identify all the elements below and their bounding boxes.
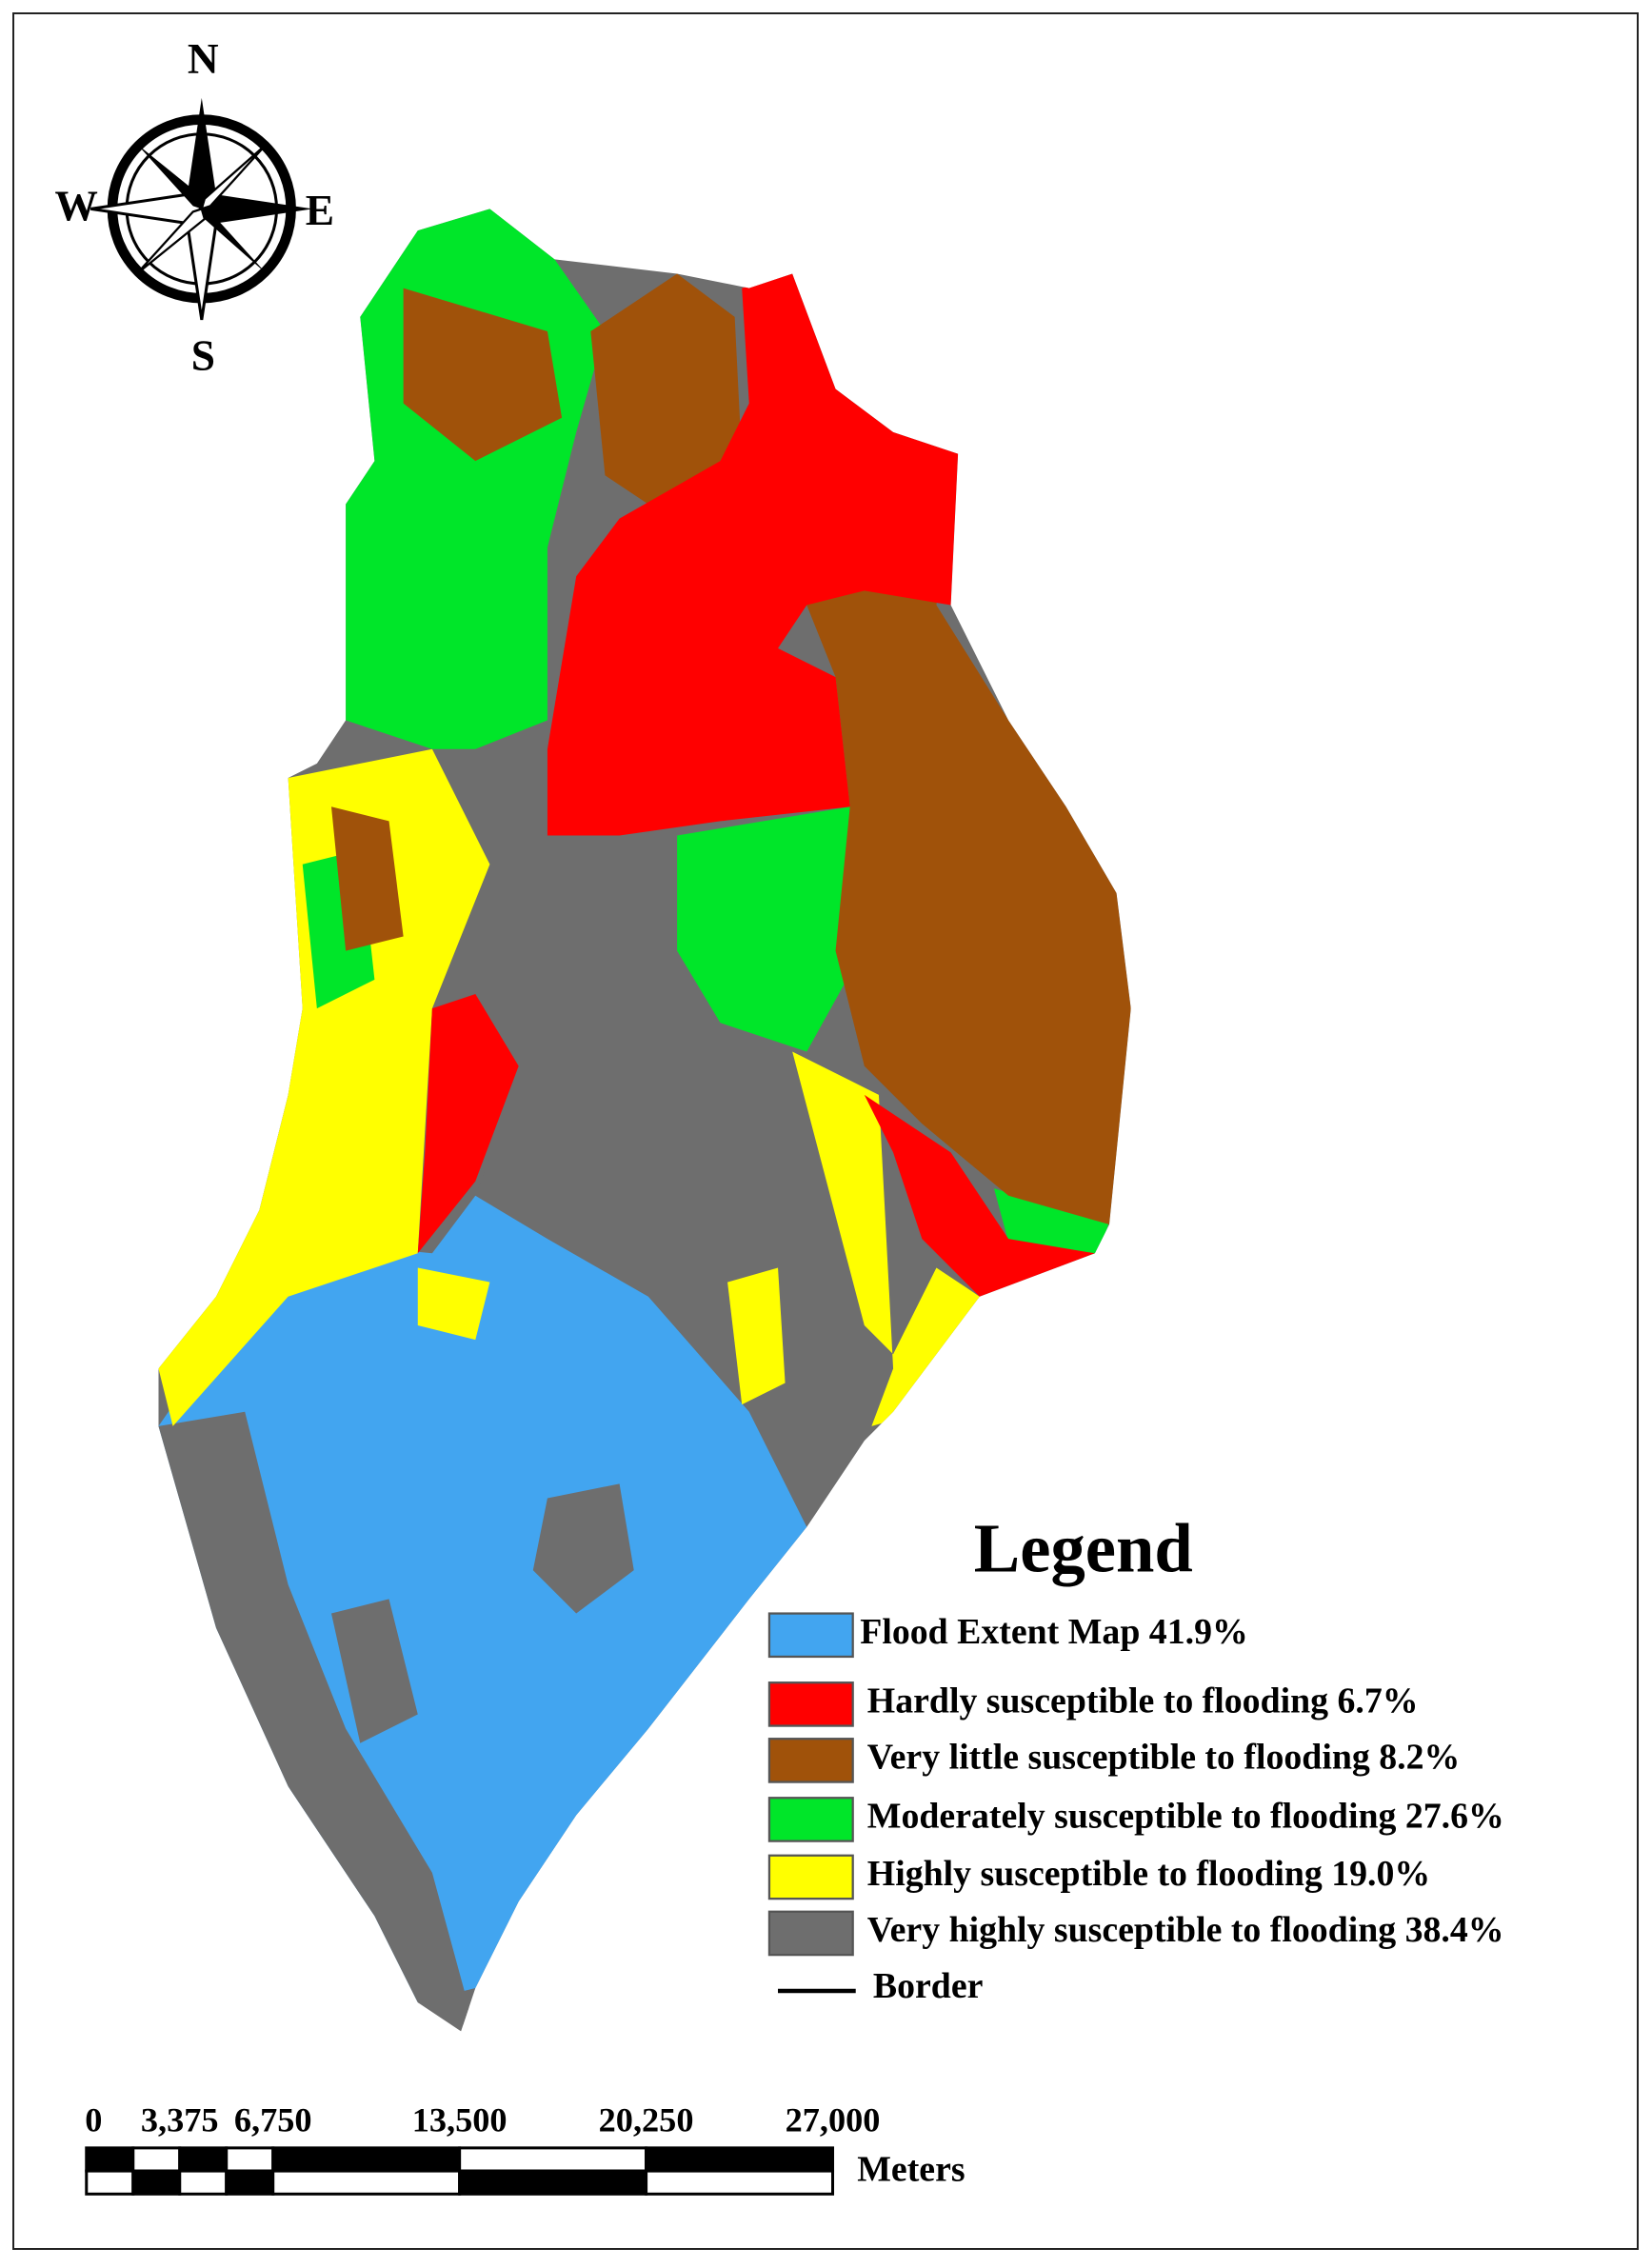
very-little-zone [748, 475, 1131, 1225]
hardly-zone [864, 1094, 1095, 1297]
scale-segment [458, 2169, 648, 2196]
high-zone [792, 1051, 980, 1426]
legend-label: Moderately susceptible to flooding 27.6% [867, 1797, 1504, 1837]
compass-south: S [191, 332, 215, 380]
very-little-zone [330, 806, 404, 951]
legend-swatch [767, 1797, 854, 1842]
legend-swatch [767, 1681, 854, 1727]
legend: Legend Border Flood Extent Map 41.9% Hard… [767, 1510, 1504, 2006]
very-little-zone [403, 288, 563, 462]
scale-segment [85, 2146, 135, 2173]
very-high-zone [330, 1599, 418, 1743]
moderate-zone [993, 1188, 1110, 1257]
very-high-zone [532, 1483, 634, 1614]
legend-swatch [767, 1612, 854, 1659]
scale-segment [645, 2146, 835, 2173]
moderate-zone [677, 806, 879, 1052]
scale-segment [271, 2146, 462, 2173]
legend-label: Flood Extent Map 41.9% [860, 1612, 1248, 1652]
high-zone [727, 1267, 786, 1405]
hardly-zone [547, 273, 959, 836]
scale-segment [85, 2169, 135, 2196]
legend-label: Hardly susceptible to flooding 6.7% [867, 1681, 1419, 1721]
legend-border-label: Border [873, 1966, 984, 2006]
high-zone [158, 748, 490, 1426]
very-high-zone [475, 1008, 879, 1527]
scale-label: 0 [85, 2100, 102, 2139]
scale-segment [271, 2169, 462, 2196]
legend-swatch [767, 1738, 854, 1783]
scale-segment [131, 2169, 182, 2196]
legend-title: Legend [974, 1510, 1193, 1587]
compass-rose: N S W E [55, 35, 335, 380]
compass-east: E [306, 187, 334, 234]
very-high-zone [158, 1411, 476, 2032]
scale-segment [225, 2146, 275, 2173]
scale-label: 13,500 [412, 2100, 508, 2139]
scale-bar: Meters 0 3,375 6,750 13,500 20,250 27,000 [85, 2100, 965, 2196]
scale-label: 27,000 [786, 2100, 881, 2139]
scale-segment [178, 2169, 229, 2196]
very-little-zone [590, 273, 743, 505]
high-zone [417, 1267, 490, 1341]
scale-segment [225, 2169, 275, 2196]
scale-label: 6,750 [234, 2100, 312, 2139]
legend-swatch [767, 1910, 854, 1957]
legend-label: Very little susceptible to flooding 8.2% [867, 1738, 1460, 1778]
scale-segment [458, 2146, 648, 2173]
scale-unit: Meters [857, 2149, 965, 2189]
compass-west: W [55, 182, 98, 229]
scale-label: 20,250 [599, 2100, 694, 2139]
hardly-zone [417, 993, 519, 1254]
scale-segment [131, 2146, 182, 2173]
legend-label: Highly susceptible to flooding 19.0% [867, 1854, 1430, 1894]
legend-swatch [767, 1854, 854, 1900]
legend-label: Very highly susceptible to flooding 38.4… [867, 1910, 1504, 1950]
scale-label: 3,375 [141, 2100, 219, 2139]
compass-north: N [188, 35, 219, 83]
scale-segment [178, 2146, 229, 2173]
scale-segment [645, 2169, 835, 2196]
